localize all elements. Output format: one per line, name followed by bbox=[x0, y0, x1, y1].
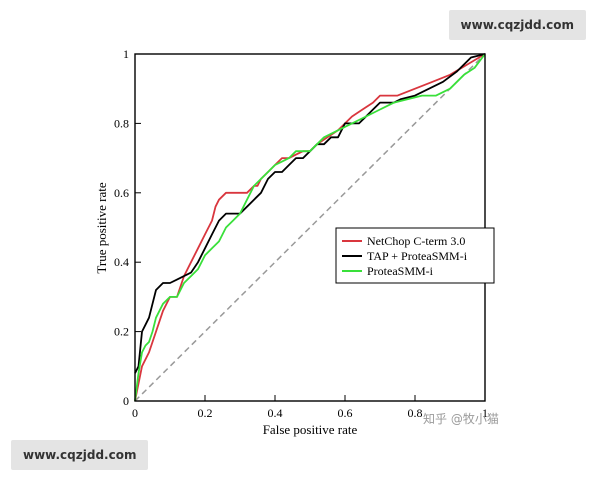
x-axis-label: False positive rate bbox=[263, 422, 358, 437]
x-tick-label: 1 bbox=[482, 406, 488, 420]
y-tick-label: 0.8 bbox=[114, 116, 129, 130]
y-tick-label: 1 bbox=[123, 47, 129, 61]
legend-label-2: ProteaSMM-i bbox=[367, 264, 434, 278]
x-tick-label: 0 bbox=[132, 406, 138, 420]
reference-diagonal-line bbox=[134, 53, 486, 402]
credit-watermark: 知乎 @牧小猫 bbox=[423, 412, 499, 426]
x-tick-label: 0.8 bbox=[408, 406, 423, 420]
y-axis-label: True positive rate bbox=[94, 182, 109, 273]
watermark-top: www.cqzjdd.com bbox=[448, 10, 586, 40]
series-layer bbox=[134, 53, 486, 402]
series-line-2 bbox=[134, 53, 486, 402]
reference-line-layer bbox=[134, 53, 486, 402]
watermark-bottom: www.cqzjdd.com bbox=[11, 440, 149, 470]
x-tick-label: 0.4 bbox=[268, 406, 283, 420]
y-tick-label: 0.2 bbox=[114, 325, 129, 339]
y-tick-label: 0 bbox=[123, 394, 129, 408]
series-line-1 bbox=[134, 53, 486, 374]
legend-box bbox=[335, 227, 495, 284]
ticks-layer: 0 0.2 0.4 0.6 0.8 1 0 0.2 0.4 0.6 0.8 1 bbox=[114, 47, 488, 420]
legend-label-1: TAP + ProteaSMM-i bbox=[367, 249, 468, 263]
x-tick-label: 0.6 bbox=[338, 406, 353, 420]
legend-label-0: NetChop C-term 3.0 bbox=[367, 234, 465, 248]
x-tick-label: 0.2 bbox=[198, 406, 213, 420]
y-tick-label: 0.4 bbox=[114, 255, 129, 269]
y-tick-label: 0.6 bbox=[114, 186, 129, 200]
